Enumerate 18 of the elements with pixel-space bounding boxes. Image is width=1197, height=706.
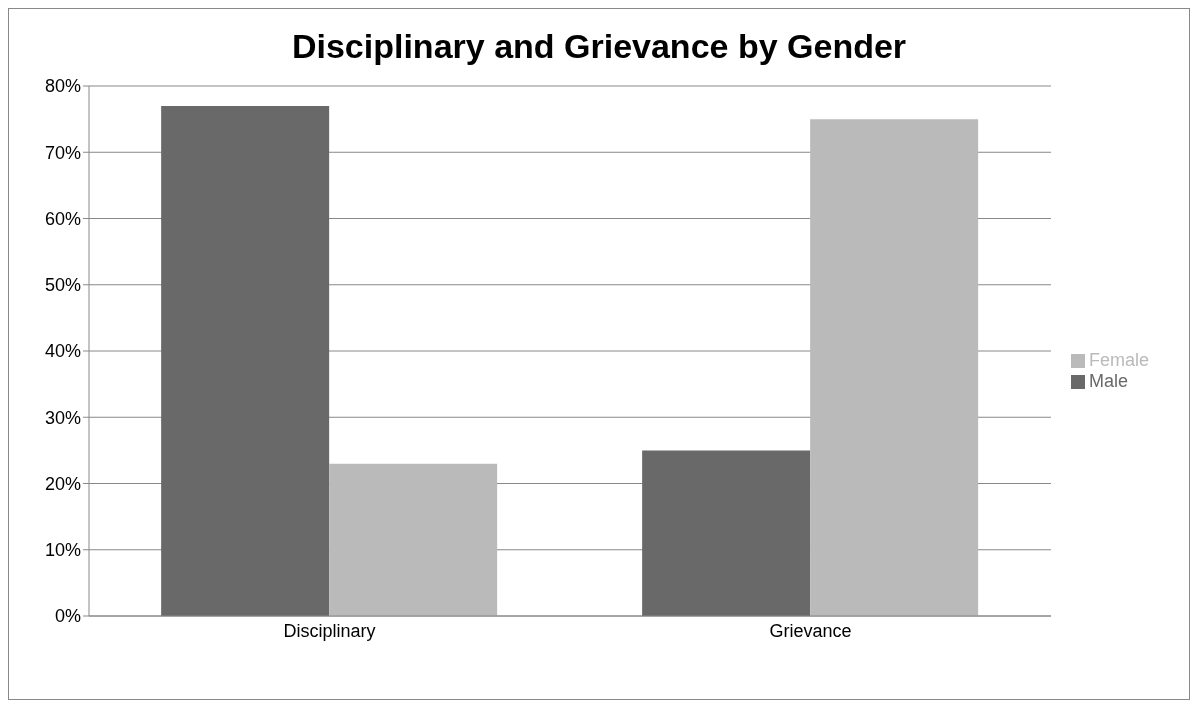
- y-tick-label: 40%: [44, 341, 81, 362]
- bar: [642, 450, 811, 616]
- legend-label: Male: [1088, 371, 1128, 391]
- y-tick-label: 70%: [44, 142, 81, 163]
- y-tick-label: 20%: [44, 473, 81, 494]
- y-tick-label: 10%: [44, 540, 81, 561]
- chart-title: Disciplinary and Grievance by Gender: [290, 27, 908, 66]
- legend-label: Female: [1088, 350, 1149, 370]
- bar: [161, 105, 330, 616]
- y-tick-label: 0%: [54, 606, 81, 627]
- y-tick-label: 50%: [44, 275, 81, 296]
- y-tick-label: 60%: [44, 208, 81, 229]
- y-tick-label: 30%: [44, 407, 81, 428]
- y-tick-label: 80%: [44, 76, 81, 97]
- x-tick-label: Grievance: [769, 620, 852, 641]
- bar: [329, 463, 498, 616]
- bar: [810, 119, 979, 616]
- x-tick-label: Disciplinary: [283, 620, 376, 641]
